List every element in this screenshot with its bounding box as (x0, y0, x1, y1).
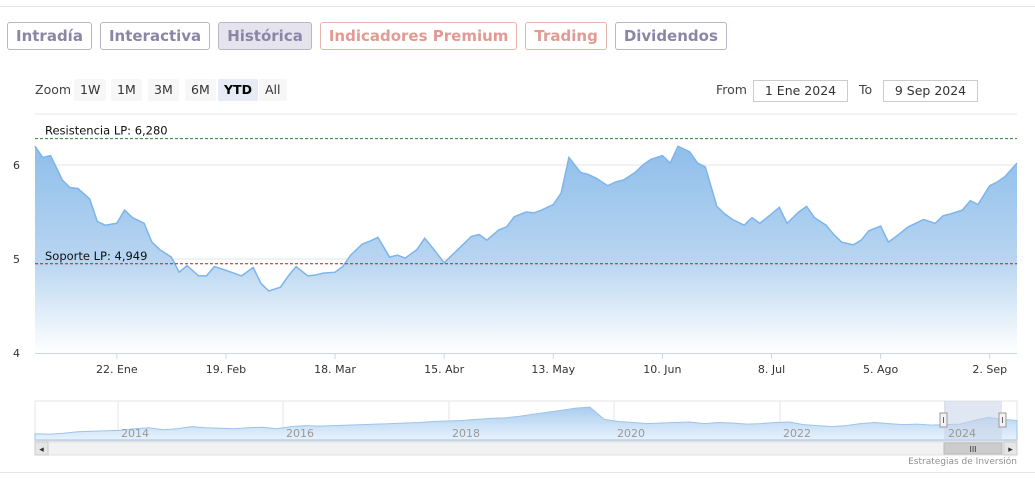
scrollbar-right-button[interactable] (1003, 441, 1018, 456)
navigator-year-label: 2024 (948, 427, 976, 440)
to-date-input[interactable]: 9 Sep 2024 (883, 80, 978, 102)
scrollbar-left-button[interactable] (34, 441, 49, 456)
navigator-year-label: 2020 (617, 427, 645, 440)
reference-line-label: Soporte LP: 4,949 (45, 249, 147, 263)
to-label: To (859, 82, 873, 97)
navigator-area (34, 406, 1018, 441)
x-tick-label: 15. Abr (424, 363, 464, 376)
from-label: From (716, 82, 747, 97)
scrollbar-right-arrow: ▸ (1008, 445, 1013, 455)
reference-line-label: Resistencia LP: 6,280 (45, 124, 168, 138)
series-area (35, 146, 1017, 353)
navigator-year-label: 2016 (286, 427, 314, 440)
x-tick-label: 22. Ene (96, 363, 138, 376)
tab-interactiva[interactable]: Interactiva (99, 22, 211, 50)
tab-dividendos[interactable]: Dividendos (614, 22, 727, 50)
x-tick-label: 10. Jun (643, 363, 681, 376)
y-tick-label: 6 (13, 159, 20, 172)
x-tick-label: 2. Sep (972, 363, 1007, 376)
navigator-year-label: 2018 (452, 427, 480, 440)
scrollbar-grip: III (969, 445, 976, 454)
navigator-year-label: 2022 (783, 427, 811, 440)
series-line (34, 145, 1018, 292)
x-tick-label: 5. Ago (863, 363, 898, 376)
x-tick-label: 19. Feb (206, 363, 246, 376)
zoom-label: Zoom (35, 82, 72, 97)
zoom-1w-button[interactable]: 1W (74, 79, 107, 101)
x-tick-label: 8. Jul (758, 363, 785, 376)
x-tick-label: 13. May (531, 363, 575, 376)
zoom-ytd-button[interactable]: YTD (218, 79, 258, 101)
tab-indicadores-premium[interactable]: Indicadores Premium (319, 22, 518, 50)
tab-trading[interactable]: Trading (525, 22, 607, 50)
y-tick-label: 4 (13, 347, 20, 360)
navigator-year-label: 2014 (121, 427, 149, 440)
from-date-input[interactable]: 1 Ene 2024 (753, 80, 848, 102)
scrollbar-left-arrow: ◂ (39, 445, 44, 455)
chart-credits: Estrategias de Inversión (908, 457, 1017, 467)
scrollbar-thumb[interactable] (943, 442, 1003, 455)
tab-historica[interactable]: Histórica (218, 22, 312, 50)
top-divider (0, 6, 1035, 7)
x-tick-label: 18. Mar (314, 363, 356, 376)
navigator-selection[interactable] (944, 401, 1002, 441)
zoom-6m-button[interactable]: 6M (185, 79, 216, 101)
chart-tabs: Intradía Interactiva Histórica Indicador… (7, 22, 727, 50)
y-tick-label: 5 (13, 253, 20, 266)
scrollbar-track[interactable] (34, 441, 1018, 456)
zoom-3m-button[interactable]: 3M (148, 79, 179, 101)
zoom-1m-button[interactable]: 1M (111, 79, 142, 101)
zoom-all-button[interactable]: All (259, 79, 287, 101)
tab-intradia[interactable]: Intradía (7, 22, 92, 50)
bottom-divider (0, 472, 1035, 473)
